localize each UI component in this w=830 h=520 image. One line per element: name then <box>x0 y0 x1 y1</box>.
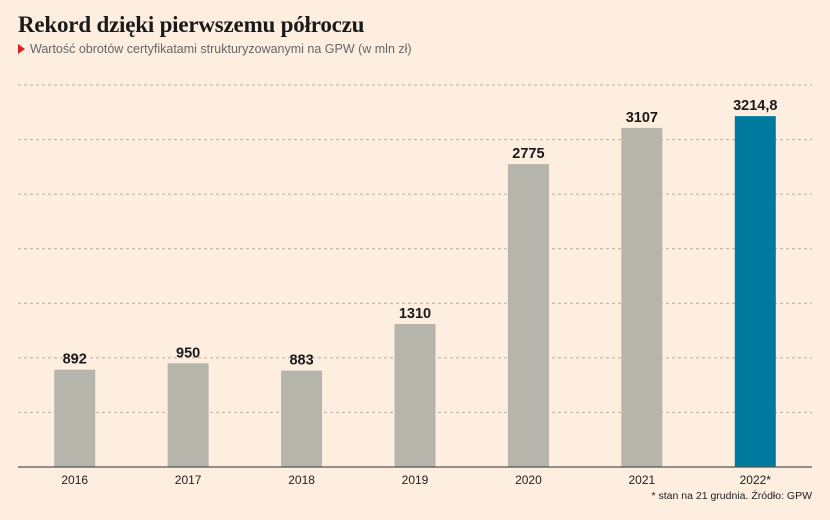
value-label: 950 <box>176 345 200 361</box>
x-tick-label: 2020 <box>515 473 542 487</box>
chart-title: Rekord dzięki pierwszemu półroczu <box>18 12 365 37</box>
subtitle-text: Wartość obrotów certyfikatami strukturyz… <box>30 42 412 56</box>
bar-2018 <box>281 370 323 467</box>
value-label: 883 <box>289 353 313 369</box>
bar-2017 <box>167 363 209 467</box>
value-label: 3107 <box>626 110 658 126</box>
bar-2019 <box>394 324 436 467</box>
footnote: * stan na 21 grudnia. Źródło: GPW <box>651 490 813 502</box>
bar-2022* <box>734 116 776 468</box>
x-tick-label: 2022* <box>740 473 772 487</box>
bar-2021 <box>621 127 663 468</box>
value-label: 2775 <box>512 146 544 162</box>
red-triangle-icon <box>18 44 25 54</box>
bar-2020 <box>507 164 549 467</box>
chart-subtitle: Wartość obrotów certyfikatami strukturyz… <box>18 42 412 56</box>
x-tick-label: 2017 <box>175 473 202 487</box>
x-tick-label: 2018 <box>288 473 315 487</box>
value-label: 1310 <box>399 306 431 322</box>
x-tick-label: 2019 <box>402 473 429 487</box>
value-label: 3214,8 <box>733 98 777 114</box>
x-tick-label: 2021 <box>629 473 656 487</box>
value-label: 892 <box>63 352 87 368</box>
x-tick-label: 2016 <box>61 473 88 487</box>
bar-2016 <box>54 369 96 467</box>
